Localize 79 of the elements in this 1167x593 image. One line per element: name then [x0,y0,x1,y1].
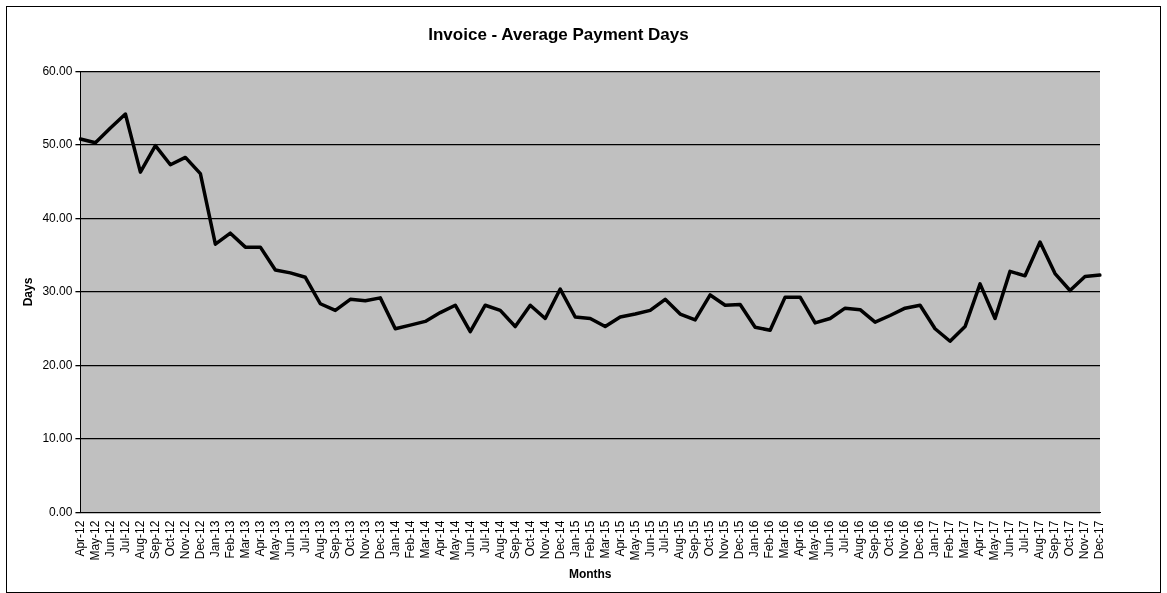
x-tick-label: Jul-14 [477,520,492,554]
x-tick-label: Apr-13 [252,520,267,557]
x-tick-label: Jul-13 [297,520,312,554]
x-tick-label: Mar-14 [417,520,432,559]
y-tick-label: 30.00 [42,284,73,299]
x-tick-label: Aug-13 [312,520,327,560]
x-tick-label: Jan-17 [927,520,942,558]
x-tick-label: Sep-12 [147,520,162,560]
x-tick-label: Nov-14 [537,520,552,560]
y-tick-label: 40.00 [42,210,73,225]
x-tick-label: Jun-15 [642,520,657,558]
x-tick-label: Jan-14 [387,520,402,558]
x-tick-label: Oct-13 [342,520,357,557]
x-tick-label: Jun-12 [102,520,117,558]
x-tick-label: Apr-15 [612,520,627,557]
x-tick-label: Nov-16 [897,520,912,560]
x-tick-label: Mar-15 [597,520,612,559]
x-tick-label: Nov-17 [1077,520,1092,560]
x-tick-label: Dec-17 [1092,520,1107,560]
x-tick-label: Sep-15 [687,520,702,560]
y-tick-label: 60.00 [42,63,73,78]
x-tick-label: Jul-12 [117,520,132,554]
x-tick-label: Dec-15 [732,520,747,560]
x-tick-label: Apr-16 [792,520,807,557]
x-tick-label: Nov-12 [177,520,192,560]
x-tick-label: Jun-17 [1002,520,1017,558]
chart-title: Invoice - Average Payment Days [428,24,689,44]
x-tick-label: Oct-16 [882,520,897,557]
x-tick-label: Nov-15 [717,520,732,560]
x-tick-label: Jun-13 [282,520,297,558]
x-tick-label: Aug-15 [672,520,687,560]
x-tick-label: Oct-17 [1062,520,1077,557]
x-tick-label: Aug-17 [1032,520,1047,560]
x-tick-label: Dec-13 [372,520,387,560]
x-tick-label: Dec-16 [912,520,927,560]
x-tick-label: May-16 [807,520,822,561]
x-axis-title: Months [568,567,612,582]
x-tick-label: May-12 [87,520,102,561]
x-tick-label: Nov-13 [357,520,372,560]
x-tick-label: May-15 [627,520,642,561]
x-tick-label: Sep-17 [1047,520,1062,560]
x-tick-label: Jan-13 [207,520,222,558]
x-tick-label: Sep-14 [507,520,522,560]
x-tick-label: Aug-14 [492,520,507,560]
x-tick-label: Sep-13 [327,520,342,560]
y-tick-label: 0.00 [49,504,73,519]
x-tick-label: Oct-14 [522,520,537,557]
x-tick-label: Aug-16 [852,520,867,560]
x-tick-label: May-14 [447,520,462,561]
x-tick-label: Dec-12 [192,520,207,560]
x-tick-label: Jan-15 [567,520,582,558]
y-axis-title: Days [20,277,35,307]
x-tick-label: May-17 [987,520,1002,561]
x-tick-label: Mar-16 [777,520,792,559]
x-tick-label: Jun-16 [822,520,837,558]
x-tick-label: Apr-17 [972,520,987,557]
x-tick-label: Aug-12 [132,520,147,560]
x-tick-label: Jul-15 [657,520,672,554]
x-tick-label: Jul-17 [1017,520,1032,554]
x-tick-label: Apr-12 [72,520,87,557]
x-tick-label: Feb-16 [762,520,777,559]
x-tick-label: Oct-12 [162,520,177,557]
x-tick-label: Feb-15 [582,520,597,559]
x-tick-label: Apr-14 [432,520,447,557]
x-tick-label: Jul-16 [837,520,852,554]
x-tick-label: Oct-15 [702,520,717,557]
x-tick-label: Feb-13 [222,520,237,559]
x-tick-label: Mar-17 [957,520,972,559]
x-tick-label: Mar-13 [237,520,252,559]
x-tick-label: Dec-14 [552,520,567,560]
x-tick-label: Sep-16 [867,520,882,560]
y-tick-label: 20.00 [42,357,73,372]
x-tick-label: Feb-17 [942,520,957,559]
y-tick-label: 50.00 [42,137,73,152]
x-tick-label: Jun-14 [462,520,477,558]
y-tick-label: 10.00 [42,431,73,446]
x-tick-label: May-13 [267,520,282,561]
x-tick-label: Feb-14 [402,520,417,559]
x-tick-label: Jan-16 [747,520,762,558]
